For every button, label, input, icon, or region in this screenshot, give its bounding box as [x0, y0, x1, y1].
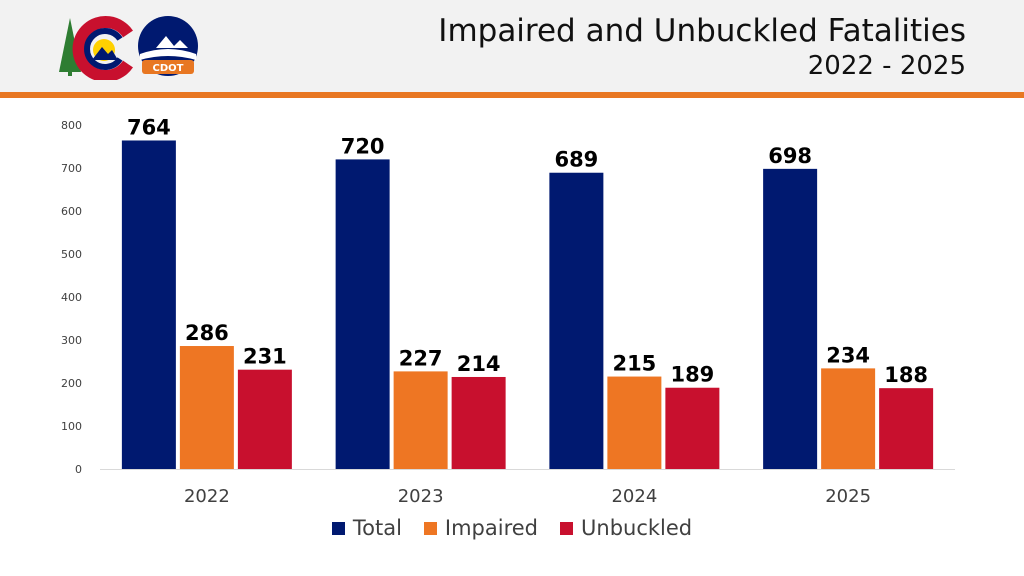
- cdot-logo-icon: CDOT: [138, 16, 198, 76]
- bar-unbuckled-2025: [879, 388, 934, 469]
- y-tick-label: 300: [61, 334, 82, 347]
- y-tick-label: 800: [61, 119, 82, 132]
- page-title: Impaired and Unbuckled Fatalities 2022 -…: [438, 12, 966, 82]
- legend-item-impaired: Impaired: [423, 516, 539, 540]
- legend: Total Impaired Unbuckled: [0, 516, 1024, 540]
- data-labels: 764 286 231 720 227 214 689 215 189 698 234 188: [127, 115, 928, 387]
- data-label: 215: [612, 352, 656, 376]
- bar-unbuckled-2022: [237, 369, 292, 469]
- data-label: 188: [884, 363, 928, 387]
- x-tick-label: 2024: [611, 486, 657, 507]
- legend-label: Impaired: [444, 516, 539, 540]
- y-tick-label: 400: [61, 291, 82, 304]
- y-tick-label: 500: [61, 248, 82, 261]
- x-tick-label: 2023: [398, 486, 444, 507]
- bar-total-2022: [121, 140, 176, 470]
- legend-swatch: [560, 521, 574, 535]
- data-label: 286: [185, 321, 229, 345]
- data-label: 689: [554, 148, 598, 172]
- y-tick-label: 200: [61, 377, 82, 390]
- title-line-1: Impaired and Unbuckled Fatalities: [438, 13, 966, 49]
- data-label: 214: [457, 352, 501, 376]
- data-label: 231: [243, 345, 287, 369]
- bar-impaired-2023: [393, 371, 448, 469]
- legend-label: Unbuckled: [581, 516, 693, 540]
- data-label: 234: [826, 343, 870, 367]
- header-banner: CDOT Impaired and Unbuckled Fatalities 2…: [0, 0, 1024, 92]
- data-label: 720: [341, 134, 385, 158]
- colorado-logo-icon: [59, 16, 133, 80]
- bars: [121, 140, 934, 470]
- cdot-logo-text: CDOT: [153, 63, 184, 74]
- data-label: 189: [670, 363, 714, 387]
- data-label: 227: [399, 346, 443, 370]
- bar-impaired-2025: [821, 368, 876, 469]
- logos: CDOT: [59, 16, 198, 80]
- bar-unbuckled-2023: [451, 376, 506, 469]
- legend-label: Total: [352, 516, 402, 540]
- legend-item-total: Total: [331, 516, 402, 540]
- legend-item-unbuckled: Unbuckled: [560, 516, 692, 540]
- header-accent-rule: [0, 92, 1024, 98]
- y-tick-label: 100: [61, 420, 82, 433]
- y-tick-label: 0: [75, 463, 82, 476]
- title-line-2: 2022 - 2025: [807, 51, 966, 81]
- y-tick-label: 700: [61, 162, 82, 175]
- bar-total-2023: [335, 159, 390, 469]
- legend-swatch: [331, 521, 345, 535]
- x-tick-label: 2022: [184, 486, 230, 507]
- bar-impaired-2022: [179, 346, 234, 469]
- bar-chart: 0 100 200 300 400 500 600 700 800 764 286 231 720 22…: [61, 115, 955, 507]
- legend-swatch: [423, 521, 437, 535]
- x-tick-label: 2025: [825, 486, 871, 507]
- x-axis: 2022 2023 2024 2025: [100, 469, 955, 507]
- y-axis: 0 100 200 300 400 500 600 700 800: [61, 119, 82, 476]
- data-label: 698: [768, 144, 812, 168]
- data-label: 764: [127, 115, 171, 139]
- y-tick-label: 600: [61, 205, 82, 218]
- bar-impaired-2024: [607, 376, 662, 469]
- bar-total-2025: [763, 168, 818, 470]
- bar-total-2024: [549, 172, 604, 470]
- bar-unbuckled-2024: [665, 387, 720, 469]
